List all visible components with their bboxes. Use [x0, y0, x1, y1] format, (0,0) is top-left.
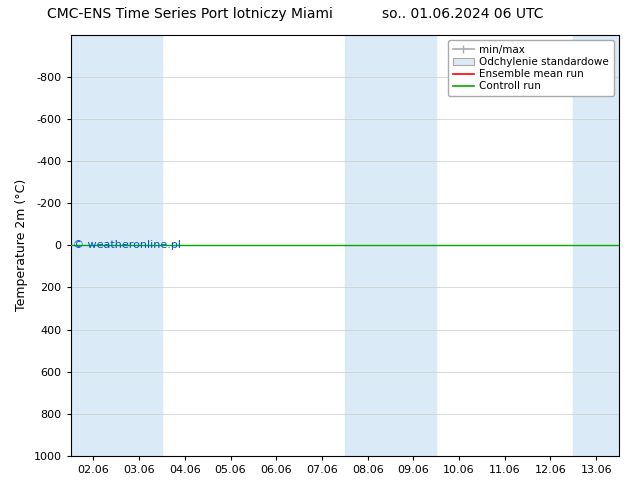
Text: CMC-ENS Time Series Port lotniczy Miami: CMC-ENS Time Series Port lotniczy Miami	[48, 7, 333, 22]
Bar	[70, 35, 116, 456]
Bar	[345, 35, 391, 456]
Legend: min/max, Odchylenie standardowe, Ensemble mean run, Controll run: min/max, Odchylenie standardowe, Ensembl…	[448, 40, 614, 97]
Bar	[116, 35, 162, 456]
Text: © weatheronline.pl: © weatheronline.pl	[74, 240, 181, 250]
Y-axis label: Temperature 2m (°C): Temperature 2m (°C)	[15, 179, 28, 312]
Text: so.. 01.06.2024 06 UTC: so.. 01.06.2024 06 UTC	[382, 7, 543, 22]
Bar	[573, 35, 619, 456]
Bar	[391, 35, 436, 456]
